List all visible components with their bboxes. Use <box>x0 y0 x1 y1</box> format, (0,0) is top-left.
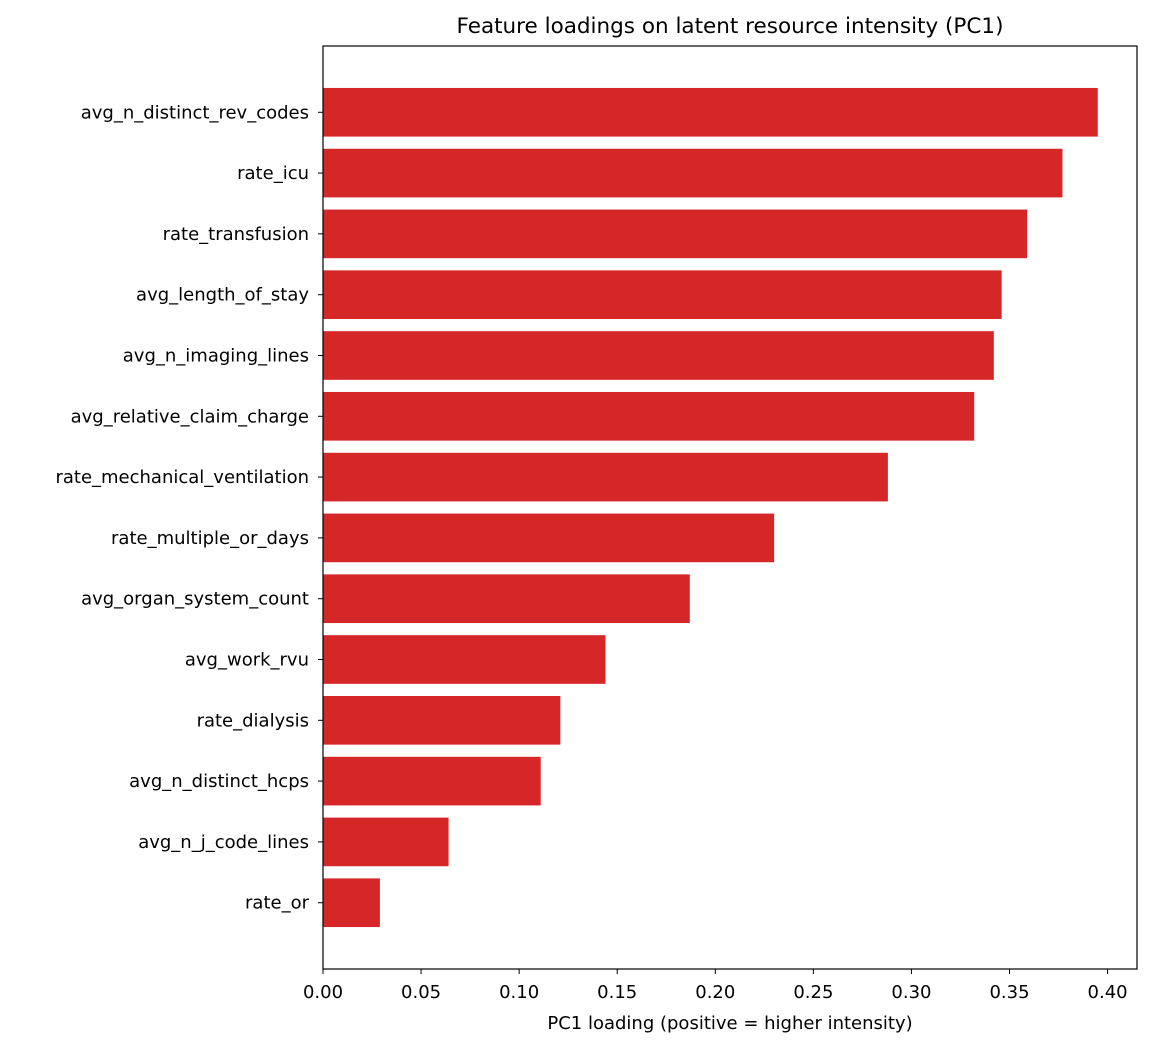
axes-frame <box>322 45 1138 970</box>
x-axis-label: PC1 loading (positive = higher intensity… <box>547 1013 912 1034</box>
y-tick-label: avg_n_distinct_rev_codes <box>81 102 309 123</box>
x-tick-label: 0.30 <box>891 982 931 1003</box>
bar <box>323 270 1002 320</box>
bar <box>323 513 775 563</box>
x-tick-label: 0.20 <box>695 982 735 1003</box>
y-tick-label: avg_length_of_stay <box>136 285 309 306</box>
x-tick-label: 0.10 <box>499 982 539 1003</box>
x-tick-label: 0.00 <box>303 982 343 1003</box>
y-tick-label: rate_multiple_or_days <box>111 528 309 549</box>
x-tick-label: 0.40 <box>1088 982 1128 1003</box>
bar <box>323 635 606 684</box>
x-tick-label: 0.05 <box>401 982 441 1003</box>
y-tick-label: rate_or <box>245 893 310 914</box>
bar <box>323 209 1028 259</box>
bar <box>323 695 561 745</box>
y-tick-label: avg_n_imaging_lines <box>123 345 309 366</box>
y-tick-label: rate_dialysis <box>197 710 309 731</box>
chart-title: Feature loadings on latent resource inte… <box>457 14 1004 39</box>
bar <box>323 87 1098 137</box>
bar <box>323 331 994 380</box>
x-tick-label: 0.15 <box>597 982 637 1003</box>
y-tick-label: rate_transfusion <box>163 224 309 245</box>
y-tick-label: rate_icu <box>237 163 309 184</box>
bar <box>323 452 888 502</box>
bar <box>323 574 690 624</box>
x-tick-label: 0.25 <box>793 982 833 1003</box>
bar <box>323 878 380 928</box>
x-tick-label: 0.35 <box>989 982 1029 1003</box>
bar <box>323 148 1063 198</box>
y-tick-label: avg_n_j_code_lines <box>138 832 309 853</box>
y-tick-label: avg_n_distinct_hcps <box>129 771 309 792</box>
bar <box>323 391 975 441</box>
y-tick-label: avg_relative_claim_charge <box>71 406 309 427</box>
y-tick-label: rate_mechanical_ventilation <box>55 467 309 488</box>
bar <box>323 756 541 806</box>
bar <box>323 817 449 867</box>
y-tick-label: avg_organ_system_count <box>81 589 309 610</box>
y-tick-label: avg_work_rvu <box>185 650 309 671</box>
